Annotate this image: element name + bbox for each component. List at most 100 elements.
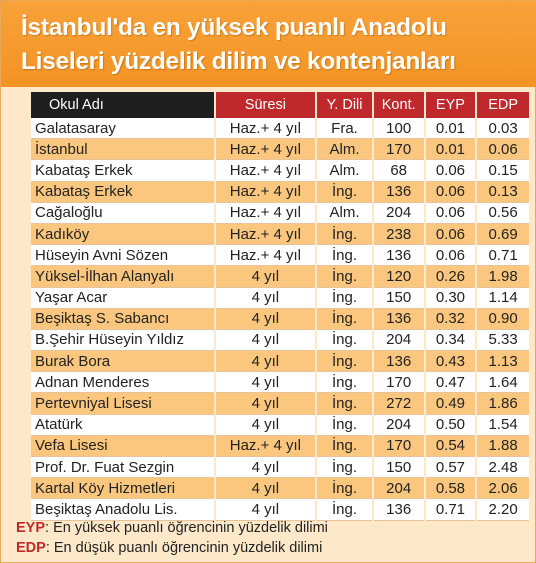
duration-cell: 4 yıl <box>215 457 316 479</box>
column-header-eyp: EYP <box>425 92 476 118</box>
eyp-value-cell: 0.06 <box>425 223 476 246</box>
quota-cell: 136 <box>373 245 424 267</box>
edp-value-cell: 1.13 <box>477 351 529 373</box>
edp-value-cell: 2.48 <box>477 457 529 479</box>
eyp-value-cell: 0.43 <box>425 351 476 373</box>
title-banner: İstanbul'da en yüksek puanlı Anadolu Lis… <box>1 1 536 87</box>
language-cell: İng. <box>317 266 372 288</box>
school-name-cell: İstanbul <box>31 139 214 161</box>
table-row: Beşiktaş Anadolu Lis. 4 yıl İng. 136 0.71 2.2… <box>31 499 529 521</box>
language-cell: İng. <box>317 499 372 521</box>
school-name-cell: Kabataş Erkek <box>31 160 214 182</box>
table-body: Galatasaray Haz.+ 4 yıl Fra. 100 0.01 0.03 İst… <box>31 118 529 521</box>
edp-value-cell: 1.88 <box>477 435 529 457</box>
duration-cell: 4 yıl <box>215 372 316 394</box>
language-cell: İng. <box>317 372 372 394</box>
edp-value-cell: 0.15 <box>477 160 529 182</box>
eyp-value-cell: 0.54 <box>425 435 476 457</box>
edp-value-cell: 1.86 <box>477 393 529 415</box>
table-row: Beşiktaş S. Sabancı 4 yıl İng. 136 0.32 0.90 <box>31 308 529 330</box>
school-name-cell: Cağaloğlu <box>31 202 214 224</box>
duration-cell: 4 yıl <box>215 308 316 330</box>
legend-eyp-key: EYP <box>16 520 46 536</box>
table-row: Kadıköy Haz.+ 4 yıl İng. 238 0.06 0.69 <box>31 223 529 246</box>
duration-cell: 4 yıl <box>215 329 316 352</box>
quota-cell: 68 <box>373 160 424 182</box>
edp-value-cell: 0.06 <box>477 139 529 161</box>
language-cell: İng. <box>317 329 372 352</box>
title-line-1: İstanbul'da en yüksek puanlı Anadolu <box>21 14 447 41</box>
language-cell: Alm. <box>317 202 372 224</box>
school-name-cell: Prof. Dr. Fuat Sezgin <box>31 457 214 479</box>
duration-cell: Haz.+ 4 yıl <box>215 181 316 203</box>
edp-value-cell: 0.56 <box>477 202 529 224</box>
eyp-value-cell: 0.50 <box>425 414 476 436</box>
edp-value-cell: 1.54 <box>477 414 529 436</box>
duration-cell: Haz.+ 4 yıl <box>215 245 316 267</box>
eyp-value-cell: 0.57 <box>425 457 476 479</box>
table-row: Burak Bora 4 yıl İng. 136 0.43 1.13 <box>31 351 529 373</box>
duration-cell: 4 yıl <box>215 499 316 521</box>
duration-cell: 4 yıl <box>215 414 316 436</box>
quota-cell: 238 <box>373 223 424 246</box>
school-name-cell: Yüksel-İlhan Alanyalı <box>31 266 214 288</box>
eyp-value-cell: 0.58 <box>425 478 476 500</box>
quota-cell: 136 <box>373 499 424 521</box>
table-row: Kartal Köy Hizmetleri 4 yıl İng. 204 0.58 2.0… <box>31 478 529 500</box>
school-name-cell: Atatürk <box>31 414 214 436</box>
edp-value-cell: 0.69 <box>477 223 529 246</box>
duration-cell: Haz.+ 4 yıl <box>215 160 316 182</box>
table-row: İstanbul Haz.+ 4 yıl Alm. 170 0.01 0.06 <box>31 139 529 161</box>
school-name-cell: Beşiktaş Anadolu Lis. <box>31 499 214 521</box>
legend-edp-key: EDP <box>16 540 46 556</box>
table-row: Adnan Menderes 4 yıl İng. 170 0.47 1.64 <box>31 372 529 394</box>
school-name-cell: Kartal Köy Hizmetleri <box>31 478 214 500</box>
quota-cell: 100 <box>373 118 424 140</box>
legend-eyp: EYP: En yüksek puanlı öğrencinin yüzdeli… <box>16 520 328 536</box>
quota-cell: 136 <box>373 181 424 203</box>
school-name-cell: Yaşar Acar <box>31 287 214 309</box>
table-row: Atatürk 4 yıl İng. 204 0.50 1.54 <box>31 414 529 436</box>
language-cell: İng. <box>317 435 372 457</box>
duration-cell: 4 yıl <box>215 351 316 373</box>
duration-cell: Haz.+ 4 yıl <box>215 223 316 246</box>
quota-cell: 170 <box>373 139 424 161</box>
quota-cell: 120 <box>373 266 424 288</box>
language-cell: İng. <box>317 181 372 203</box>
table-header-row: Okul Adı Süresi Y. Dili Kont. EYP EDP <box>31 92 529 118</box>
quota-cell: 272 <box>373 393 424 415</box>
eyp-value-cell: 0.32 <box>425 308 476 330</box>
edp-value-cell: 2.06 <box>477 478 529 500</box>
quota-cell: 204 <box>373 202 424 224</box>
quota-cell: 170 <box>373 372 424 394</box>
school-name-cell: Vefa Lisesi <box>31 435 214 457</box>
title-line-2: Liseleri yüzdelik dilim ve kontenjanları <box>21 48 456 75</box>
eyp-value-cell: 0.01 <box>425 118 476 140</box>
column-header-language: Y. Dili <box>317 92 372 118</box>
language-cell: İng. <box>317 245 372 267</box>
duration-cell: Haz.+ 4 yıl <box>215 435 316 457</box>
table-row: Yüksel-İlhan Alanyalı 4 yıl İng. 120 0.26 1.9… <box>31 266 529 288</box>
quota-cell: 204 <box>373 329 424 352</box>
eyp-value-cell: 0.47 <box>425 372 476 394</box>
eyp-value-cell: 0.30 <box>425 287 476 309</box>
school-name-cell: Kadıköy <box>31 223 214 246</box>
column-header-school: Okul Adı <box>31 92 214 118</box>
table-row: Vefa Lisesi Haz.+ 4 yıl İng. 170 0.54 1.88 <box>31 435 529 457</box>
table-row: Galatasaray Haz.+ 4 yıl Fra. 100 0.01 0.03 <box>31 118 529 140</box>
eyp-value-cell: 0.01 <box>425 139 476 161</box>
quota-cell: 150 <box>373 287 424 309</box>
eyp-value-cell: 0.34 <box>425 329 476 352</box>
edp-value-cell: 0.03 <box>477 118 529 140</box>
duration-cell: 4 yıl <box>215 287 316 309</box>
legend-eyp-text: : En yüksek puanlı öğrencinin yüzdelik d… <box>45 520 328 536</box>
edp-value-cell: 2.20 <box>477 499 529 521</box>
school-name-cell: B.Şehir Hüseyin Yıldız <box>31 329 214 352</box>
quota-cell: 150 <box>373 457 424 479</box>
column-header-duration: Süresi <box>215 92 316 118</box>
language-cell: Alm. <box>317 139 372 161</box>
eyp-value-cell: 0.26 <box>425 266 476 288</box>
language-cell: İng. <box>317 287 372 309</box>
quota-cell: 136 <box>373 308 424 330</box>
language-cell: İng. <box>317 457 372 479</box>
